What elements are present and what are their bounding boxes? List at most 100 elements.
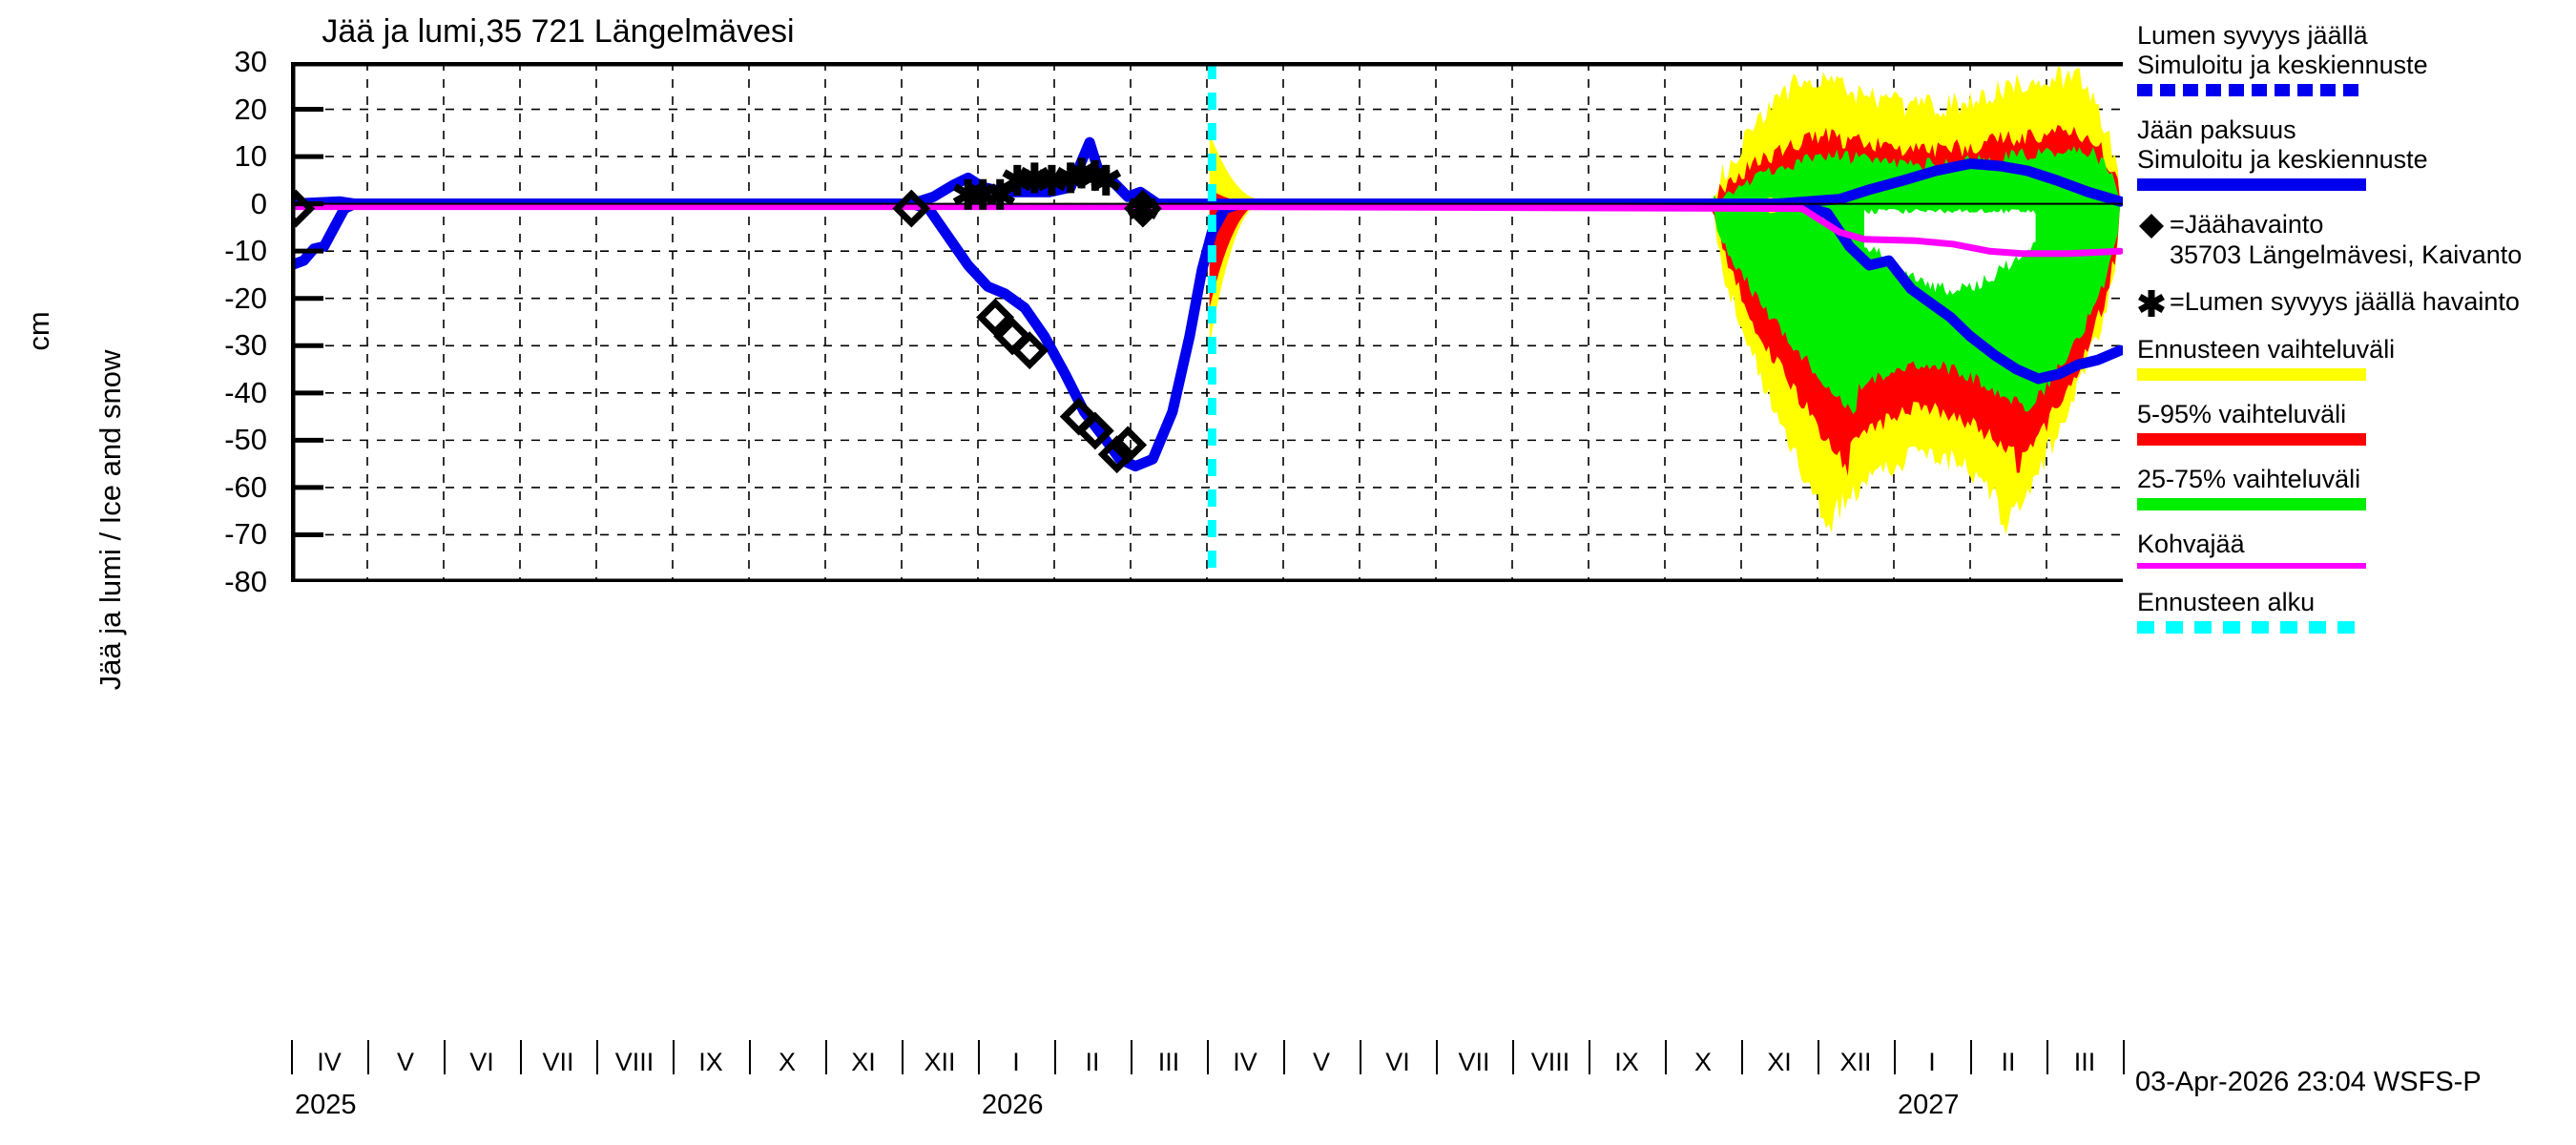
y-tick-label: -10 [224,234,267,268]
x-tick-mark [596,1040,598,1074]
legend-sublabel: Simuloitu ja keskiennuste [2137,51,2428,79]
x-tick-mark [1283,1040,1285,1074]
x-tick-mark [520,1040,522,1074]
legend-swatch [2137,433,2366,446]
x-tick-mark [1207,1040,1209,1074]
x-tick-label: VII [542,1048,574,1076]
x-tick-label: VIII [614,1048,654,1076]
y-tick-label: 20 [234,92,267,126]
y-tick-label: -40 [224,375,267,409]
y-tick-label: -60 [224,469,267,504]
x-tick-mark [978,1040,980,1074]
asterisk-marker-icon [2137,287,2170,318]
x-tick-label: I [1928,1048,1936,1076]
x-axis-year-label: 2026 [982,1090,1044,1120]
chart-legend: Lumen syvyys jäällä Simuloitu ja keskienn… [2137,21,2576,653]
legend-item-ice-observation[interactable]: =Jäähavainto 35703 Längelmävesi, Kaivanto [2137,210,2576,270]
y-tick-label: 30 [234,45,267,78]
x-tick-label: II [1085,1048,1100,1076]
x-tick-mark [1360,1040,1361,1074]
x-tick-mark [1512,1040,1514,1074]
legend-swatch [2137,84,2366,96]
legend-item-forecast-range[interactable]: Ennusteen vaihteluväli [2137,335,2576,381]
x-tick-mark [2046,1040,2048,1074]
legend-label: Jään paksuus [2137,115,2296,144]
x-tick-mark [1665,1040,1667,1074]
legend-label: =Lumen syvyys jäällä havainto [2170,287,2520,316]
x-tick-mark [1131,1040,1132,1074]
legend-swatch [2137,498,2366,510]
x-tick-mark [749,1040,751,1074]
x-tick-mark [1970,1040,1972,1074]
x-tick-label: X [1693,1048,1712,1076]
legend-swatch [2137,621,2366,634]
x-tick-mark [1818,1040,1819,1074]
x-tick-mark [444,1040,446,1074]
y-tick-label: -30 [224,328,267,363]
x-tick-label: VI [1385,1048,1410,1076]
x-tick-label: III [2073,1048,2096,1076]
legend-label: Lumen syvyys jäällä [2137,21,2368,50]
legend-item-snow-depth-on-ice[interactable]: Lumen syvyys jäällä Simuloitu ja keskienn… [2137,21,2576,96]
x-tick-label: XII [1839,1048,1872,1076]
y-tick-label: 0 [250,186,267,220]
x-tick-mark [2123,1040,2125,1074]
legend-item-range-5-95[interactable]: 5-95% vaihteluväli [2137,400,2576,446]
x-tick-label: IV [1233,1048,1257,1076]
legend-sublabel: Simuloitu ja keskiennuste [2137,145,2428,174]
legend-label: Kohvajää [2137,530,2245,558]
x-tick-label: V [1312,1048,1330,1076]
x-tick-mark [902,1040,904,1074]
legend-item-ice-thickness[interactable]: Jään paksuus Simuloitu ja keskiennuste [2137,115,2576,191]
x-axis-year-label: 2025 [295,1090,357,1120]
legend-swatch [2137,178,2366,191]
y-axis-label: Jää ja lumi / Ice and snow [93,349,127,691]
x-tick-label: XI [1767,1048,1792,1076]
legend-label: 5-95% vaihteluväli [2137,400,2347,428]
footer-timestamp: 03-Apr-2026 23:04 WSFS-P [2135,1067,2482,1097]
x-axis-year-label: 2027 [1898,1090,1960,1120]
x-tick-label: XII [924,1048,956,1076]
x-tick-label: VI [469,1048,494,1076]
x-tick-mark [1741,1040,1743,1074]
x-tick-label: XI [851,1048,876,1076]
legend-item-snow-observation[interactable]: =Lumen syvyys jäällä havainto [2137,287,2576,318]
y-tick-label: 10 [234,139,267,174]
legend-label: 25-75% vaihteluväli [2137,465,2361,493]
legend-label: Ennusteen alku [2137,588,2316,616]
y-tick-label: -20 [224,281,267,315]
legend-swatch [2137,368,2366,381]
x-tick-label: III [1157,1048,1180,1076]
legend-item-range-25-75[interactable]: 25-75% vaihteluväli [2137,465,2576,510]
x-tick-mark [1589,1040,1590,1074]
legend-label: Ennusteen vaihteluväli [2137,335,2396,364]
diamond-marker-icon [2137,210,2170,240]
legend-swatch [2137,563,2366,569]
legend-label: =Jäähavainto [2170,210,2324,239]
plot-area [291,62,2123,582]
page-title: Jää ja lumi,35 721 Längelmävesi [322,13,795,50]
x-tick-mark [291,1040,293,1074]
legend-item-forecast-start[interactable]: Ennusteen alku [2137,588,2576,634]
y-tick-label: -70 [224,517,267,552]
legend-sublabel: 35703 Längelmävesi, Kaivanto [2170,240,2523,269]
x-tick-label: II [2001,1048,2016,1076]
x-tick-label: V [396,1048,414,1076]
x-tick-label: IX [1614,1048,1639,1076]
legend-item-slush-ice[interactable]: Kohvajää [2137,530,2576,569]
x-tick-label: IX [698,1048,723,1076]
x-tick-label: VII [1458,1048,1490,1076]
y-tick-label: -50 [224,423,267,457]
x-tick-label: I [1012,1048,1020,1076]
x-tick-label: VIII [1530,1048,1570,1076]
x-tick-mark [673,1040,675,1074]
x-tick-mark [825,1040,827,1074]
x-tick-label: IV [317,1048,342,1076]
y-tick-label: -80 [224,565,267,598]
x-tick-mark [1054,1040,1056,1074]
x-tick-mark [1436,1040,1438,1074]
x-tick-label: X [778,1048,796,1076]
x-tick-mark [1894,1040,1896,1074]
y-axis-unit: cm [22,311,55,351]
